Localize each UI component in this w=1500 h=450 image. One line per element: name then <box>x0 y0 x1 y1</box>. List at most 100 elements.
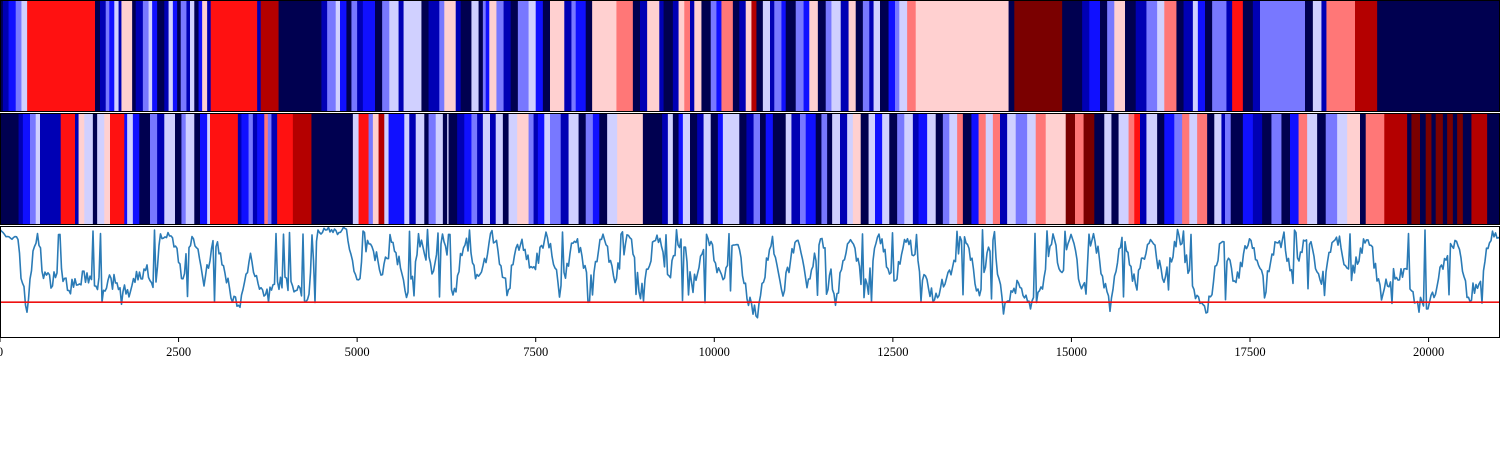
segment-cell <box>1252 113 1263 225</box>
segment-cell <box>368 113 374 225</box>
segment-cell <box>180 0 187 112</box>
segment-cell <box>544 113 551 225</box>
segment-cell <box>918 113 928 225</box>
segment-cell <box>888 0 896 112</box>
segment-cell <box>100 0 107 112</box>
x-tick-label: 15000 <box>1056 345 1087 359</box>
segment-cell <box>895 0 900 112</box>
segmentation-heatmap-middle <box>0 113 1500 225</box>
segment-cell <box>1000 113 1008 225</box>
segment-cell <box>1290 113 1299 225</box>
segment-cell <box>1452 113 1458 225</box>
segment-cell <box>868 113 876 225</box>
segment-cell <box>745 0 752 112</box>
segment-cell <box>678 113 684 225</box>
segment-cell <box>535 0 544 112</box>
segment-cell <box>882 113 890 225</box>
segment-cell <box>1104 113 1112 225</box>
segment-cell <box>1312 0 1322 112</box>
segment-cell <box>127 113 134 225</box>
segment-cell <box>785 113 792 225</box>
segment-cell <box>1242 113 1254 225</box>
segment-cell <box>848 0 857 112</box>
segment-cell <box>375 0 383 112</box>
segment-cell <box>772 113 787 225</box>
segment-cell <box>1425 113 1432 225</box>
segment-cell <box>756 0 764 112</box>
segment-cell <box>372 113 379 225</box>
segment-cell <box>415 113 425 225</box>
segment-cell <box>809 0 819 112</box>
segment-cell <box>1027 113 1037 225</box>
segment-cell <box>880 0 889 112</box>
segment-cell <box>1082 0 1090 112</box>
segment-cell <box>357 0 364 112</box>
segment-cell <box>765 113 774 225</box>
segment-cell <box>200 113 208 225</box>
segment-cell <box>739 113 747 225</box>
segment-cell <box>739 0 747 112</box>
segment-cell <box>875 113 883 225</box>
segment-cell <box>435 113 444 225</box>
segment-cell <box>862 0 870 112</box>
segment-cell <box>774 0 782 112</box>
segment-cell <box>172 0 178 112</box>
segment-cell <box>1232 0 1244 112</box>
segment-cell <box>477 113 484 225</box>
segment-cell <box>1260 0 1306 112</box>
segment-cell <box>662 113 669 225</box>
segment-cell <box>335 0 341 112</box>
segment-cell <box>710 113 719 225</box>
segment-cell <box>528 0 537 112</box>
segment-cell <box>490 113 497 225</box>
segment-cell <box>1157 0 1165 112</box>
segment-cell <box>585 113 594 225</box>
segment-cell <box>1014 0 1063 112</box>
segment-cell <box>949 113 958 225</box>
segment-cell <box>585 0 593 112</box>
segment-cell <box>1182 113 1190 225</box>
segment-cell <box>710 0 717 112</box>
segment-cell <box>448 113 458 225</box>
segment-cell <box>1083 113 1095 225</box>
segment-cell <box>716 0 722 112</box>
segment-cell <box>1442 113 1448 225</box>
segment-cell <box>992 113 1001 225</box>
segment-cell <box>760 113 767 225</box>
segment-cell <box>237 113 242 225</box>
segment-cell <box>21 0 28 112</box>
segment-cell <box>915 0 1009 112</box>
segment-cell <box>190 0 195 112</box>
segment-cell <box>831 0 842 112</box>
segment-cell <box>105 0 110 112</box>
segment-cell <box>616 0 634 112</box>
segment-cell <box>1252 0 1261 112</box>
segment-cell <box>1015 113 1028 225</box>
segment-cell <box>40 113 62 225</box>
segment-cell <box>537 113 545 225</box>
segment-cell <box>4 113 19 225</box>
segment-cell <box>139 113 151 225</box>
segment-cell <box>257 113 265 225</box>
segment-cell <box>277 113 294 225</box>
segment-cell <box>260 0 279 112</box>
segment-cell <box>847 113 854 225</box>
segment-cell <box>722 113 740 225</box>
segment-cell <box>114 0 119 112</box>
segment-cell <box>30 113 37 225</box>
segment-cell <box>135 0 144 112</box>
segment-cell <box>109 0 115 112</box>
segment-cell <box>1337 113 1348 225</box>
segment-cell <box>873 0 881 112</box>
segment-cell <box>327 0 337 112</box>
segment-cell <box>207 113 211 225</box>
segment-cell <box>198 0 203 112</box>
segment-cell <box>257 0 262 112</box>
x-tick-label: 20000 <box>1413 345 1444 359</box>
segment-cell <box>1157 113 1165 225</box>
segment-cell <box>1183 0 1194 112</box>
segment-cell <box>439 0 445 112</box>
segment-cell <box>640 0 648 112</box>
segment-cell <box>278 0 322 112</box>
segment-cell <box>142 0 149 112</box>
